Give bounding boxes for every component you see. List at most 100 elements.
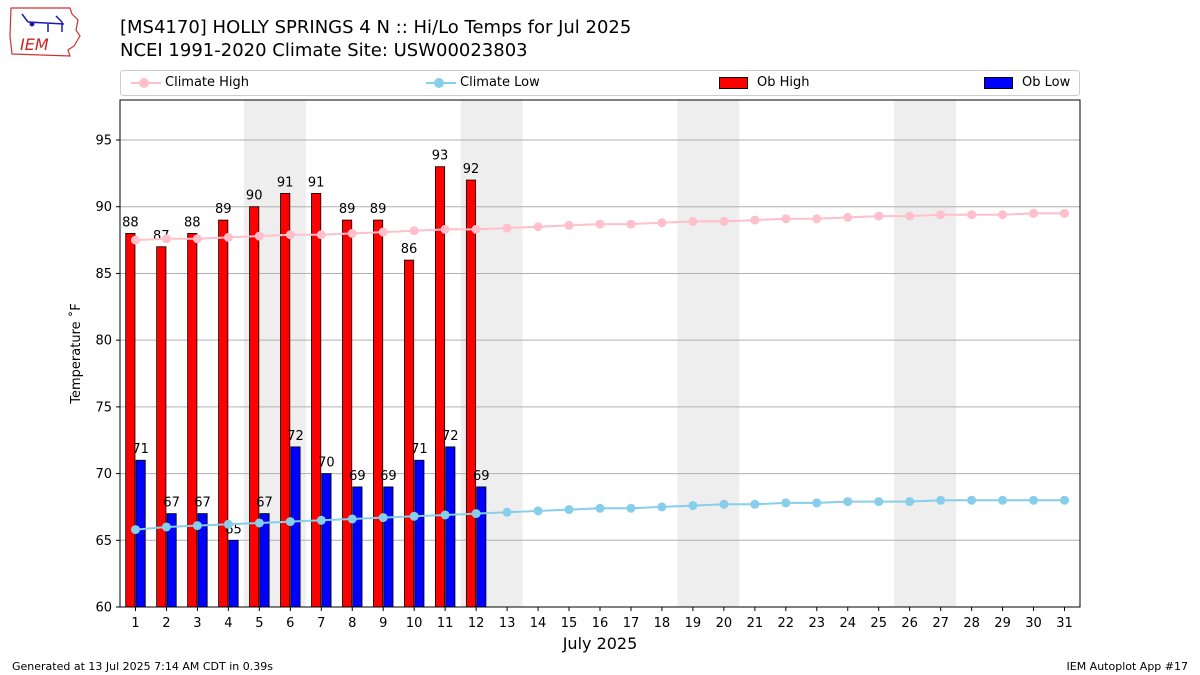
- climate-low-point: [905, 497, 915, 507]
- ob-high-bar: [187, 233, 198, 608]
- ob-low-bar: [321, 473, 332, 608]
- ob-low-data-label: 71: [411, 442, 428, 457]
- climate-high-point: [471, 224, 481, 234]
- y-tick-label: 60: [95, 601, 112, 616]
- ob-high-bar: [218, 219, 229, 608]
- legend-marker-climate-low: [434, 78, 444, 88]
- ob-high-bar: [249, 206, 260, 608]
- ob-low-bar: [445, 446, 456, 608]
- climate-high-point: [936, 210, 946, 220]
- climate-high-point: [905, 211, 915, 221]
- x-tick-label: 9: [379, 616, 387, 631]
- climate-low-point: [347, 514, 357, 524]
- climate-low-point: [967, 495, 977, 505]
- climate-low-point: [998, 495, 1008, 505]
- ob-low-bar: [228, 539, 239, 608]
- climate-low-point: [440, 510, 450, 520]
- climate-high-point: [657, 218, 667, 228]
- x-axis-label: July 2025: [562, 634, 638, 653]
- x-tick-label: 13: [499, 616, 516, 631]
- ob-high-data-label: 91: [308, 175, 325, 190]
- legend-swatch-ob-high: [719, 77, 748, 89]
- y-tick-label: 85: [95, 267, 112, 282]
- weekend-band: [677, 100, 740, 607]
- climate-high-point: [688, 216, 698, 226]
- x-tick-label: 2: [162, 616, 170, 631]
- y-tick-label: 95: [95, 134, 112, 149]
- climate-high-point: [812, 214, 822, 224]
- ob-low-data-label: 72: [287, 429, 304, 444]
- climate-high-point: [843, 212, 853, 222]
- climate-high-point: [192, 234, 202, 244]
- ob-low-bar: [476, 486, 487, 608]
- ob-high-bar: [311, 192, 322, 608]
- x-tick-label: 8: [348, 616, 356, 631]
- x-tick-label: 17: [623, 616, 640, 631]
- ob-high-data-label: 88: [122, 215, 139, 230]
- climate-low-point: [285, 517, 295, 527]
- chart-legend: Climate High Climate Low Ob High Ob Low: [120, 70, 1080, 96]
- x-tick-label: 27: [932, 616, 949, 631]
- climate-low-point: [1060, 495, 1070, 505]
- weekend-band: [894, 100, 957, 607]
- climate-low-point: [595, 503, 605, 513]
- climate-low-point: [1029, 495, 1039, 505]
- climate-low-point: [812, 498, 822, 508]
- x-tick-label: 10: [406, 616, 423, 631]
- x-tick-label: 29: [994, 616, 1011, 631]
- x-tick-label: 11: [437, 616, 454, 631]
- ob-low-data-label: 69: [380, 469, 397, 484]
- ob-high-bar: [404, 259, 415, 608]
- ob-high-bar: [373, 219, 384, 608]
- y-tick-label: 80: [95, 334, 112, 349]
- y-axis-label: Temperature ˚F: [68, 303, 84, 404]
- iem-logo: IEM: [8, 6, 82, 60]
- climate-low-point: [781, 498, 791, 508]
- ob-high-data-label: 93: [432, 149, 449, 164]
- ob-high-bar: [465, 179, 477, 608]
- x-tick-label: 20: [716, 616, 733, 631]
- x-tick-label: 31: [1056, 616, 1073, 631]
- climate-low-point: [192, 521, 202, 531]
- footer-app: IEM Autoplot App #17: [1066, 660, 1189, 673]
- legend-label-climate-high: Climate High: [165, 75, 250, 90]
- y-tick-label: 90: [95, 200, 112, 215]
- climate-high-point: [750, 215, 760, 225]
- x-tick-label: 7: [317, 616, 325, 631]
- climate-high-point: [1060, 208, 1070, 218]
- x-tick-label: 1: [131, 616, 139, 631]
- ob-low-data-label: 69: [473, 469, 490, 484]
- climate-low-point: [223, 519, 233, 529]
- legend-label-ob-low: Ob Low: [1022, 75, 1071, 90]
- x-tick-label: 4: [224, 616, 232, 631]
- climate-low-point: [688, 501, 698, 511]
- x-tick-label: 22: [778, 616, 795, 631]
- climate-high-point: [254, 231, 264, 241]
- x-tick-label: 19: [685, 616, 702, 631]
- x-tick-label: 3: [193, 616, 201, 631]
- x-tick-label: 26: [901, 616, 918, 631]
- ob-high-bar: [125, 233, 136, 608]
- climate-low-point: [626, 503, 636, 513]
- ob-low-data-label: 69: [349, 469, 366, 484]
- legend-label-climate-low: Climate Low: [460, 75, 540, 90]
- ob-low-data-label: 70: [318, 456, 335, 471]
- ob-low-bar: [259, 513, 270, 608]
- climate-high-point: [409, 226, 419, 236]
- x-tick-label: 14: [530, 616, 547, 631]
- climate-low-point: [874, 497, 884, 507]
- climate-high-point: [719, 216, 729, 226]
- footer-generated: Generated at 13 Jul 2025 7:14 AM CDT in …: [12, 660, 273, 673]
- ob-high-bar: [280, 192, 291, 608]
- x-tick-label: 24: [839, 616, 856, 631]
- chart-title: [MS4170] HOLLY SPRINGS 4 N :: Hi/Lo Temp…: [120, 17, 632, 38]
- climate-low-point: [161, 522, 171, 532]
- climate-low-point: [502, 507, 512, 517]
- ob-high-data-label: 88: [184, 215, 201, 230]
- climate-high-point: [161, 234, 171, 244]
- x-tick-label: 15: [561, 616, 578, 631]
- climate-high-point: [130, 235, 140, 245]
- ob-high-data-label: 89: [339, 202, 356, 217]
- x-tick-label: 28: [963, 616, 980, 631]
- ob-low-data-label: 71: [132, 442, 149, 457]
